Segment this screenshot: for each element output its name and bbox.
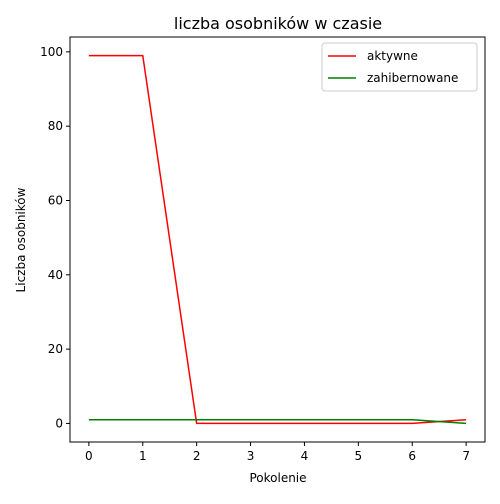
y-axis-label: Liczba osobników [14, 187, 28, 292]
x-tick-label: 5 [355, 449, 363, 463]
x-tick-label: 6 [408, 449, 416, 463]
x-tick-label: 4 [301, 449, 309, 463]
x-tick-label: 0 [85, 449, 93, 463]
y-tick-label: 40 [48, 268, 63, 282]
chart-title: liczba osobników w czasie [174, 14, 382, 33]
legend: aktywne zahibernowane [321, 42, 478, 92]
legend-label-zahibernowane: zahibernowane [367, 71, 458, 85]
legend-box [321, 42, 478, 92]
y-tick-label: 60 [48, 193, 63, 207]
x-tick-label: 1 [139, 449, 147, 463]
series-line-zahibernowane [88, 418, 467, 425]
y-tick-label: 20 [48, 342, 63, 356]
x-axis-label: Pokolenie [249, 471, 306, 485]
plot-frame [69, 36, 486, 443]
series-layer [88, 54, 467, 425]
y-tick-label: 100 [40, 45, 63, 59]
legend-label-aktywne: aktywne [367, 49, 418, 63]
y-tick-label: 80 [48, 119, 63, 133]
series-line-aktywne [88, 54, 467, 425]
x-tick-label: 2 [193, 449, 201, 463]
x-tick-label: 3 [247, 449, 255, 463]
x-axis: 0 1 2 3 4 5 6 7 [85, 442, 470, 463]
y-tick-label: 0 [55, 416, 63, 430]
y-axis: 0 20 40 60 80 100 [40, 45, 70, 430]
x-tick-label: 7 [462, 449, 470, 463]
